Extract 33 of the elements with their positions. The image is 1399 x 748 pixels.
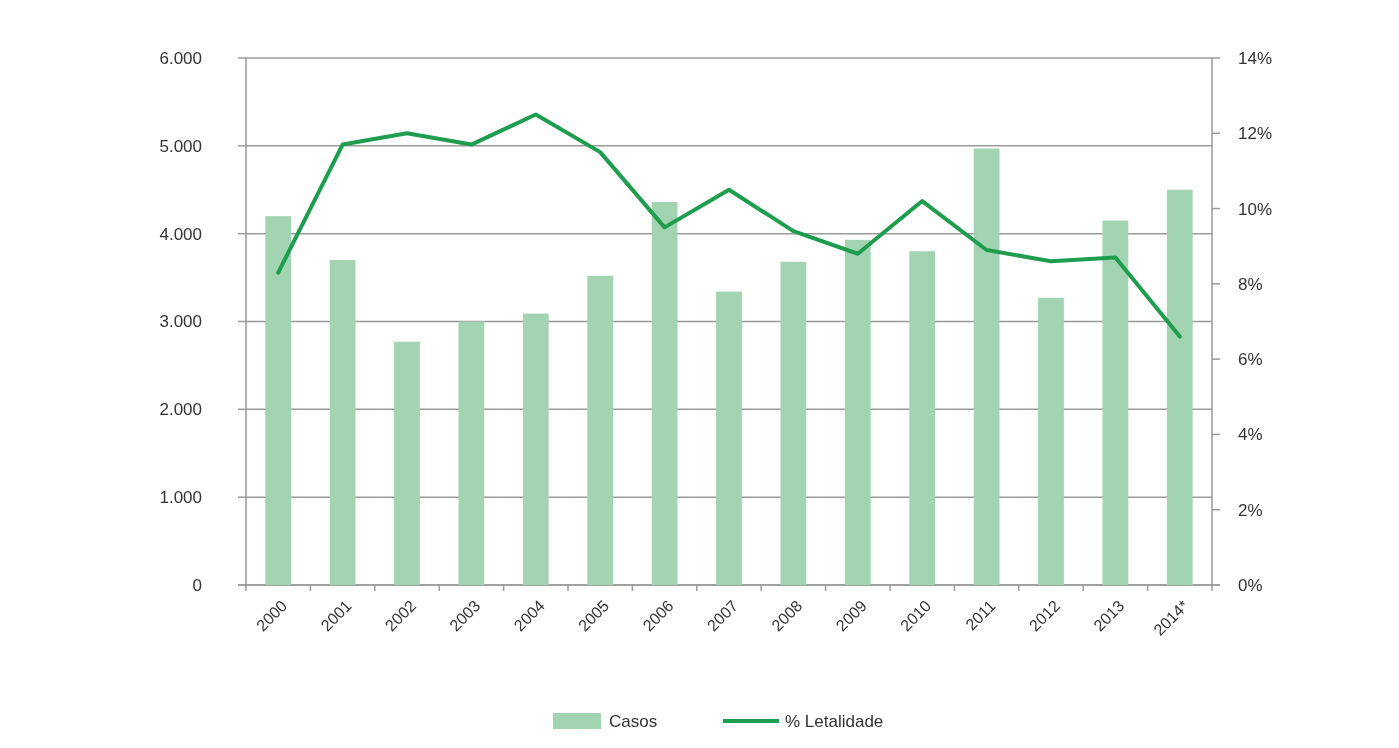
y2-tick-label: 2% (1238, 500, 1263, 520)
bar (973, 148, 1000, 585)
y-tick-label: 5.000 (159, 136, 202, 156)
y-tick-label: 1.000 (159, 488, 202, 508)
y-tick-label: 2.000 (159, 400, 202, 420)
legend-label: Casos (609, 711, 658, 731)
y2-tick-label: 8% (1238, 274, 1263, 294)
y-tick-label: 3.000 (159, 312, 202, 332)
bar (716, 291, 742, 585)
y2-tick-label: 4% (1238, 425, 1263, 445)
y2-tick-label: 10% (1238, 199, 1273, 219)
bar (329, 260, 356, 585)
bar (522, 313, 549, 585)
y2-tick-label: 14% (1238, 48, 1273, 68)
bar (394, 341, 420, 585)
bar (844, 239, 871, 585)
y2-tick-label: 6% (1238, 350, 1263, 370)
legend-label: % Letalidade (785, 711, 884, 731)
y-tick-label: 0 (192, 575, 202, 595)
bar (458, 321, 485, 585)
bar (909, 251, 936, 585)
y2-tick-label: 12% (1238, 124, 1273, 144)
line-series (276, 112, 1182, 339)
bar (265, 216, 292, 585)
y2-tick-label: 0% (1238, 575, 1263, 595)
bar (1038, 297, 1064, 585)
bar (780, 261, 807, 585)
bar (1166, 189, 1193, 585)
bar (587, 275, 614, 585)
bar (651, 202, 678, 585)
y-tick-label: 6.000 (159, 48, 202, 68)
y-tick-label: 4.000 (159, 224, 202, 244)
bar (1102, 220, 1129, 585)
